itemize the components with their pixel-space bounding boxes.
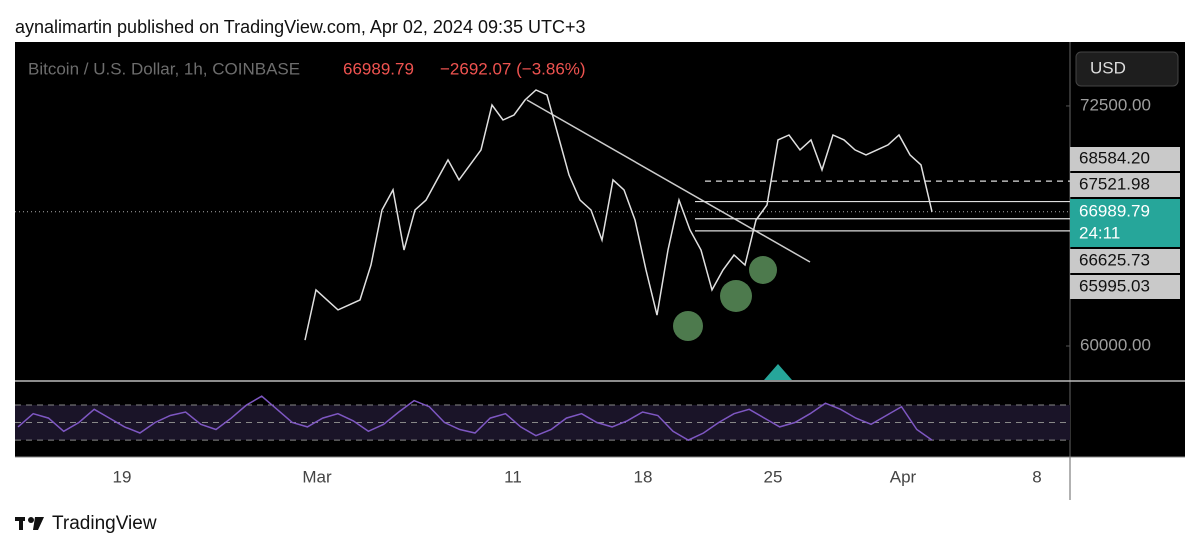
y-tick-label: 60000.00 (1080, 335, 1151, 354)
x-tick-label: 18 (634, 467, 653, 486)
rsi-line (17, 395, 933, 441)
x-tick-label: 19 (113, 467, 132, 486)
price-label-box (1070, 249, 1180, 273)
countdown: 24:11 (1079, 223, 1120, 242)
signal-marker (764, 364, 792, 380)
price-label: 66625.73 (1079, 250, 1150, 269)
highlight-circle (720, 280, 752, 312)
price-line (304, 89, 933, 341)
highlight-circle (673, 311, 703, 341)
x-tick-label: 11 (504, 467, 522, 486)
symbol: Bitcoin / U.S. Dollar, 1h, COINBASE (28, 59, 300, 78)
change: −2692.07 (−3.86%) (440, 59, 586, 78)
price-label: 65995.03 (1079, 276, 1150, 295)
price-label-box (1070, 275, 1180, 299)
trend-line (526, 99, 811, 263)
last-price-legend: 66989.79 (343, 59, 414, 78)
last-price-box (1070, 199, 1180, 247)
price-label: 67521.98 (1079, 174, 1150, 193)
x-tick-label: 25 (764, 467, 783, 486)
y-tick-label: 72500.00 (1080, 95, 1151, 114)
price-label: 68584.20 (1079, 148, 1150, 167)
x-tick-label: Apr (890, 467, 917, 486)
price-label-box (1070, 147, 1180, 171)
x-tick-label: 8 (1032, 467, 1041, 486)
header: aynalimartin published on TradingView.co… (15, 17, 586, 37)
currency-label[interactable]: USD (1090, 58, 1126, 77)
x-tick-label: Mar (302, 467, 332, 486)
last-price-label: 66989.79 (1079, 201, 1150, 220)
price-label-box (1070, 173, 1180, 197)
currency-button[interactable] (1075, 51, 1179, 87)
chart-panel (15, 42, 1185, 457)
highlight-circle (749, 256, 777, 284)
footer: TradingView (52, 513, 157, 534)
logo (15, 517, 44, 530)
